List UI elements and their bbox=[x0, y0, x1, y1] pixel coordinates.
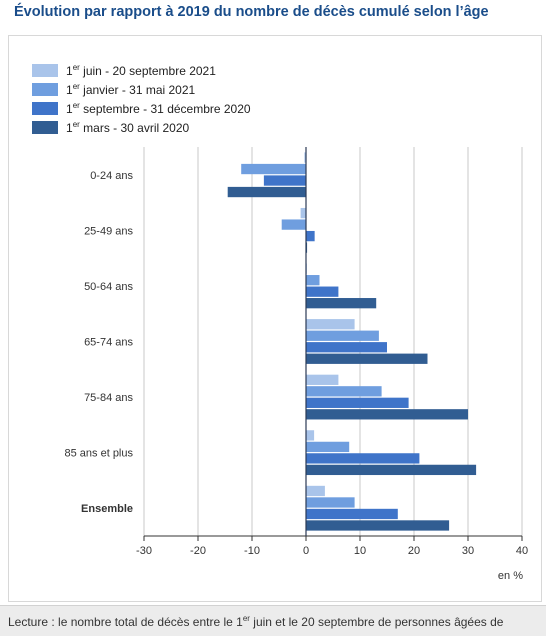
legend-item: 1er janvier - 31 mai 2021 bbox=[32, 80, 251, 99]
x-tick-label: -10 bbox=[244, 545, 260, 557]
bar bbox=[241, 163, 306, 175]
legend: 1er juin - 20 septembre 2021 1er janvier … bbox=[32, 61, 251, 137]
bar bbox=[306, 275, 320, 286]
category-label: 50-64 ans bbox=[84, 281, 133, 293]
bar bbox=[306, 464, 477, 476]
category-label: 25-49 ans bbox=[84, 225, 133, 237]
chart-title: Évolution par rapport à 2019 du nombre d… bbox=[14, 4, 489, 20]
bar bbox=[227, 186, 306, 198]
x-tick-label: -20 bbox=[190, 545, 206, 557]
bar bbox=[306, 230, 315, 242]
legend-item: 1er septembre - 31 décembre 2020 bbox=[32, 99, 251, 118]
bar bbox=[306, 441, 350, 453]
legend-label: 1er septembre - 31 décembre 2020 bbox=[66, 101, 251, 116]
bar bbox=[304, 152, 306, 163]
bar bbox=[263, 175, 306, 186]
category-label: 65-74 ans bbox=[84, 337, 133, 349]
x-axis-label: en % bbox=[498, 570, 523, 582]
bar bbox=[306, 386, 382, 397]
legend-swatch bbox=[32, 64, 58, 77]
bar bbox=[306, 330, 379, 341]
bar-chart: -30 -20 -10 0 10 20 30 40 en % 0-24 ans 25-49 ans 5… bbox=[65, 147, 528, 582]
bar bbox=[306, 409, 468, 420]
legend-item: 1er mars - 30 avril 2020 bbox=[32, 118, 251, 137]
reading-note-text-start: Lecture : le nombre total de décès entre… bbox=[8, 615, 243, 629]
x-tick-label: 20 bbox=[408, 545, 420, 557]
legend-label: 1er janvier - 31 mai 2021 bbox=[66, 82, 196, 97]
chart-panel bbox=[8, 35, 542, 602]
bar bbox=[306, 342, 387, 353]
bar bbox=[306, 353, 428, 364]
reading-note-text-end: juin et le 20 septembre de personnes âgé… bbox=[249, 615, 504, 629]
x-tick-label: 40 bbox=[516, 545, 528, 557]
bar bbox=[306, 485, 325, 497]
bar bbox=[306, 430, 315, 441]
bar bbox=[281, 219, 306, 230]
legend-item: 1er juin - 20 septembre 2021 bbox=[32, 61, 251, 80]
bar bbox=[306, 520, 450, 531]
bar bbox=[306, 319, 355, 330]
legend-label: 1er juin - 20 septembre 2021 bbox=[66, 63, 216, 78]
reading-note-superscript: er bbox=[242, 614, 250, 623]
bar bbox=[306, 397, 409, 408]
x-tick-label: 10 bbox=[354, 545, 366, 557]
category-label: 85 ans et plus bbox=[65, 448, 134, 460]
bar bbox=[306, 453, 420, 464]
x-tick-label: 0 bbox=[303, 545, 309, 557]
bar bbox=[306, 374, 339, 385]
bar bbox=[306, 508, 398, 520]
legend-swatch bbox=[32, 83, 58, 96]
bar bbox=[306, 298, 377, 309]
x-tick-label: 30 bbox=[462, 545, 474, 557]
legend-label: 1er mars - 30 avril 2020 bbox=[66, 120, 190, 135]
bar bbox=[300, 207, 306, 219]
legend-swatch bbox=[32, 121, 58, 134]
reading-note: Lecture : le nombre total de décès entre… bbox=[0, 605, 546, 636]
category-label: 0-24 ans bbox=[90, 170, 133, 182]
x-tick-label: -30 bbox=[136, 545, 152, 557]
legend-swatch bbox=[32, 102, 58, 115]
category-label: Ensemble bbox=[81, 503, 133, 515]
bar bbox=[306, 497, 355, 508]
bar bbox=[306, 286, 339, 297]
category-label: 75-84 ans bbox=[84, 392, 133, 404]
